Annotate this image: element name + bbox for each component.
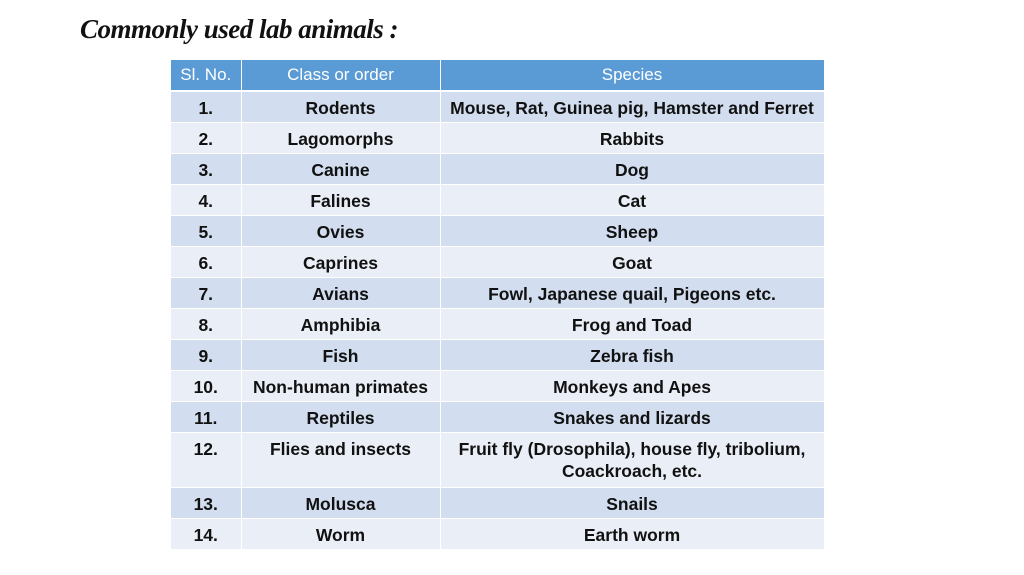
cell-species: Fowl, Japanese quail, Pigeons etc. <box>440 277 825 309</box>
table-row: 5. Ovies Sheep <box>171 215 825 247</box>
cell-class: Worm <box>241 518 441 550</box>
cell-species: Monkeys and Apes <box>440 370 825 402</box>
cell-sl-no: 12. <box>171 432 242 488</box>
cell-species: Fruit fly (Drosophila), house fly, tribo… <box>440 432 825 488</box>
header-class-or-order: Class or order <box>241 60 441 92</box>
cell-class: Rodents <box>241 91 441 123</box>
cell-class: Molusca <box>241 487 441 519</box>
cell-sl-no: 9. <box>171 339 242 371</box>
table-row: 1. Rodents Mouse, Rat, Guinea pig, Hamst… <box>171 91 825 123</box>
cell-sl-no: 1. <box>171 91 242 123</box>
cell-class: Caprines <box>241 246 441 278</box>
cell-species: Frog and Toad <box>440 308 825 340</box>
cell-species: Cat <box>440 184 825 216</box>
table-row: 8. Amphibia Frog and Toad <box>171 308 825 340</box>
cell-species: Goat <box>440 246 825 278</box>
table-row: 3. Canine Dog <box>171 153 825 185</box>
table-row: 9. Fish Zebra fish <box>171 339 825 371</box>
table-row: 4. Falines Cat <box>171 184 825 216</box>
cell-class: Flies and insects <box>241 432 441 488</box>
table-row: 7. Avians Fowl, Japanese quail, Pigeons … <box>171 277 825 309</box>
table-row: 6. Caprines Goat <box>171 246 825 278</box>
header-row: Sl. No. Class or order Species <box>171 60 825 92</box>
cell-class: Amphibia <box>241 308 441 340</box>
lab-animals-table: Sl. No. Class or order Species 1. Rodent… <box>171 60 825 550</box>
cell-class: Reptiles <box>241 401 441 433</box>
cell-species: Zebra fish <box>440 339 825 371</box>
cell-sl-no: 5. <box>171 215 242 247</box>
header-species: Species <box>440 60 825 92</box>
table-body: 1. Rodents Mouse, Rat, Guinea pig, Hamst… <box>171 91 825 550</box>
cell-class: Canine <box>241 153 441 185</box>
cell-class: Falines <box>241 184 441 216</box>
table-row: 2. Lagomorphs Rabbits <box>171 122 825 154</box>
cell-sl-no: 13. <box>171 487 242 519</box>
cell-class: Lagomorphs <box>241 122 441 154</box>
cell-species: Earth worm <box>440 518 825 550</box>
table-row: 11. Reptiles Snakes and lizards <box>171 401 825 433</box>
table-row: 13. Molusca Snails <box>171 487 825 519</box>
cell-class: Non-human primates <box>241 370 441 402</box>
cell-sl-no: 14. <box>171 518 242 550</box>
cell-species: Dog <box>440 153 825 185</box>
cell-species: Snails <box>440 487 825 519</box>
cell-species: Mouse, Rat, Guinea pig, Hamster and Ferr… <box>440 91 825 123</box>
cell-sl-no: 11. <box>171 401 242 433</box>
table-row: 10. Non-human primates Monkeys and Apes <box>171 370 825 402</box>
cell-species: Snakes and lizards <box>440 401 825 433</box>
cell-sl-no: 4. <box>171 184 242 216</box>
cell-class: Fish <box>241 339 441 371</box>
table-row: 12. Flies and insects Fruit fly (Drosoph… <box>171 432 825 488</box>
cell-sl-no: 6. <box>171 246 242 278</box>
cell-species: Sheep <box>440 215 825 247</box>
cell-sl-no: 10. <box>171 370 242 402</box>
cell-sl-no: 7. <box>171 277 242 309</box>
cell-class: Ovies <box>241 215 441 247</box>
cell-sl-no: 3. <box>171 153 242 185</box>
cell-sl-no: 2. <box>171 122 242 154</box>
cell-species: Rabbits <box>440 122 825 154</box>
table-header: Sl. No. Class or order Species <box>171 60 825 92</box>
slide-title: Commonly used lab animals : <box>80 14 399 44</box>
table-row: 14. Worm Earth worm <box>171 518 825 550</box>
header-sl-no: Sl. No. <box>171 60 242 92</box>
cell-class: Avians <box>241 277 441 309</box>
cell-sl-no: 8. <box>171 308 242 340</box>
